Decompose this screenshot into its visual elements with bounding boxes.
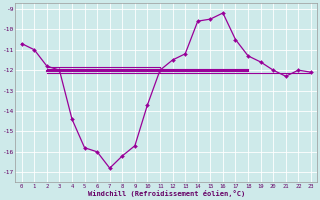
X-axis label: Windchill (Refroidissement éolien,°C): Windchill (Refroidissement éolien,°C): [88, 190, 245, 197]
